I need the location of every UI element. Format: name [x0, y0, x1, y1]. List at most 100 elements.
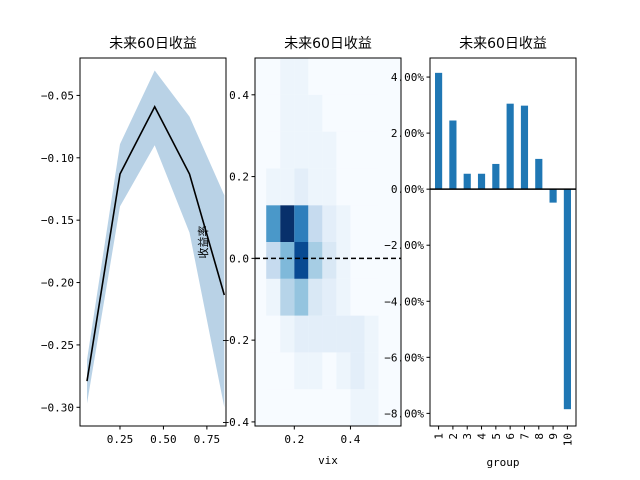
heatmap-cell — [294, 242, 309, 279]
ytick-label: 0.4 — [229, 89, 249, 102]
heatmap-cell — [308, 168, 323, 206]
ytick-label: −0.20 — [41, 277, 74, 290]
heatmap-cell — [364, 131, 379, 169]
heatmap-cell — [308, 205, 323, 242]
heatmap-cell — [350, 205, 365, 242]
heatmap-cell — [336, 58, 351, 95]
heatmap-cell — [336, 278, 351, 316]
mean-line — [86, 104, 226, 382]
ytick-label: 0.00% — [391, 183, 424, 196]
bar-group-9 — [549, 189, 557, 203]
ytick-label: −8.00% — [384, 407, 424, 420]
xtick-label: 10 — [561, 433, 574, 446]
heatmap-cell — [308, 315, 323, 353]
heatmap-cell — [336, 389, 351, 426]
heatmap-cell — [336, 315, 351, 353]
heatmap-cell — [308, 131, 323, 169]
panel-bar-plot — [430, 72, 576, 410]
ytick-label: −0.10 — [41, 152, 74, 165]
ytick-label: 2.00% — [391, 127, 424, 140]
ytick-label: 4.00% — [391, 71, 424, 84]
heatmap-cell — [364, 352, 379, 390]
heatmap-cell — [280, 131, 295, 169]
panel-heatmap: 未来60日收益 0.4 0.2 0.0 −0.2 −0.4 0.2 0.4 vix 收益率 — [196, 36, 402, 467]
heatmap-cell — [280, 352, 295, 390]
heatmap-cell — [294, 352, 309, 390]
panel-bar-xticks: 1 2 3 4 5 6 7 8 9 10 — [433, 426, 574, 446]
heatmap-cell — [350, 168, 365, 206]
heatmap-cell — [266, 278, 281, 316]
heatmap-cell — [280, 278, 295, 316]
panel-heatmap-plot — [255, 58, 401, 426]
bar-group-6 — [506, 103, 514, 190]
panel-bar-frame — [429, 57, 577, 427]
heatmap-cell — [294, 205, 309, 242]
heatmap-cell — [280, 94, 295, 132]
heatmap-cell — [322, 278, 337, 316]
ytick-label: −0.2 — [223, 334, 250, 347]
heatmap-cell — [350, 352, 365, 390]
heatmap-cell — [266, 242, 281, 279]
heatmap-cell — [336, 131, 351, 169]
panel-heatmap-yticks: 0.4 0.2 0.0 −0.2 −0.4 — [223, 89, 255, 429]
heatmap-cell — [308, 352, 323, 390]
heatmap-cell — [294, 278, 309, 316]
heatmap-cell — [364, 389, 379, 426]
panel-line-title: 未来60日收益 — [109, 36, 197, 52]
heatmap-cell — [280, 205, 295, 242]
panel-heatmap-xlabel: vix — [318, 454, 338, 467]
heatmap-cell — [364, 168, 379, 206]
xtick-label: 3 — [461, 433, 474, 440]
heatmap-cell — [364, 205, 379, 242]
heatmap-cell — [308, 58, 323, 95]
panel-line-xticks: 0.25 0.50 0.75 — [107, 426, 220, 446]
xtick-label: 0.75 — [194, 433, 221, 446]
xtick-label: 0.25 — [107, 433, 134, 446]
panel-line-plot — [86, 70, 226, 408]
bar-group-10 — [563, 189, 571, 410]
panel-line-yticks: −0.05 −0.10 −0.15 −0.20 −0.25 −0.30 — [41, 89, 80, 414]
xtick-label: 9 — [547, 433, 560, 440]
heatmap-cell — [322, 94, 337, 132]
heatmap-cell — [308, 94, 323, 132]
heatmap-cell — [280, 168, 295, 206]
heatmap-cell — [294, 58, 309, 95]
panel-heatmap-title: 未来60日收益 — [284, 36, 372, 52]
ytick-label: −4.00% — [384, 295, 424, 308]
ytick-label: −6.00% — [384, 351, 424, 364]
xtick-label: 0.2 — [284, 433, 304, 446]
ytick-label: −0.30 — [41, 401, 74, 414]
heatmap-cell — [322, 389, 337, 426]
panel-line: 未来60日收益 −0.05 −0.10 −0.15 −0.20 −0.25 −0.30 0… — [41, 36, 227, 446]
heatmap-cell — [294, 94, 309, 132]
xtick-label: 0.50 — [150, 433, 177, 446]
xtick-label: 1 — [433, 433, 446, 440]
heatmap-cell — [350, 131, 365, 169]
heatmap-cell — [350, 94, 365, 132]
heatmap-cell — [266, 58, 281, 95]
heatmap-cell — [280, 58, 295, 95]
heatmap-cell — [350, 389, 365, 426]
heatmap-cell — [266, 131, 281, 169]
heatmap-cell — [266, 205, 281, 242]
ytick-label: 0.0 — [229, 252, 249, 265]
xtick-label: 4 — [476, 433, 489, 440]
heatmap-cell — [266, 168, 281, 206]
heatmap-cell — [350, 242, 365, 279]
heatmap-cell — [280, 315, 295, 353]
heatmap-cell — [322, 205, 337, 242]
panel-heatmap-xticks: 0.2 0.4 — [284, 426, 361, 446]
panel-bar-yticks: 4.00% 2.00% 0.00% −2.00% −4.00% −6.00% −8.00% — [384, 71, 430, 420]
panel-heatmap-frame — [254, 57, 402, 427]
bar-group-3 — [463, 173, 471, 190]
ytick-label: −0.25 — [41, 339, 74, 352]
xtick-label: 6 — [504, 433, 517, 440]
ytick-label: −0.05 — [41, 89, 74, 102]
bar-group-4 — [477, 173, 486, 190]
ytick-label: −2.00% — [384, 239, 424, 252]
panel-bar-xlabel: group — [486, 456, 519, 469]
heatmap-cell — [308, 389, 323, 426]
bar-group-5 — [492, 163, 500, 190]
panel-heatmap-ylabel: 收益率 — [196, 226, 210, 259]
ytick-label: −0.15 — [41, 214, 74, 227]
